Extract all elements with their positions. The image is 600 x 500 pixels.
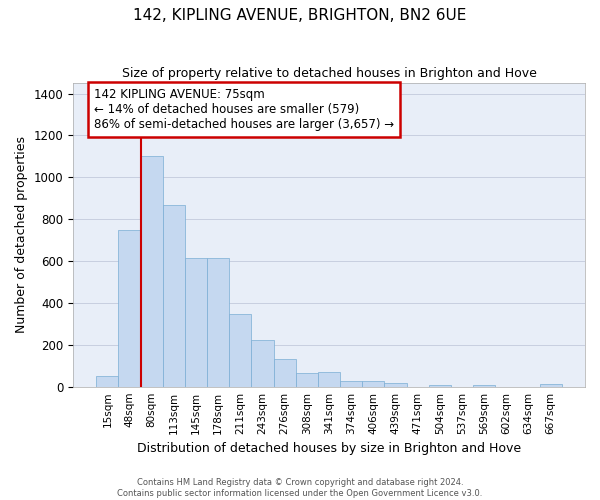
Text: Contains HM Land Registry data © Crown copyright and database right 2024.
Contai: Contains HM Land Registry data © Crown c… [118, 478, 482, 498]
Bar [251, 340, 274, 386]
Y-axis label: Number of detached properties: Number of detached properties [15, 136, 28, 334]
Bar [140, 156, 163, 386]
Bar [539, 384, 562, 386]
X-axis label: Distribution of detached houses by size in Brighton and Hove: Distribution of detached houses by size … [137, 442, 521, 455]
Bar [96, 376, 118, 386]
Bar [229, 314, 251, 386]
Text: 142, KIPLING AVENUE, BRIGHTON, BN2 6UE: 142, KIPLING AVENUE, BRIGHTON, BN2 6UE [133, 8, 467, 22]
Bar [118, 230, 140, 386]
Bar [473, 384, 495, 386]
Bar [385, 383, 407, 386]
Bar [362, 382, 385, 386]
Bar [163, 204, 185, 386]
Bar [429, 384, 451, 386]
Title: Size of property relative to detached houses in Brighton and Hove: Size of property relative to detached ho… [122, 68, 536, 80]
Bar [274, 360, 296, 386]
Bar [296, 373, 318, 386]
Bar [318, 372, 340, 386]
Bar [340, 382, 362, 386]
Bar [185, 258, 207, 386]
Bar [207, 258, 229, 386]
Text: 142 KIPLING AVENUE: 75sqm
← 14% of detached houses are smaller (579)
86% of semi: 142 KIPLING AVENUE: 75sqm ← 14% of detac… [94, 88, 394, 130]
